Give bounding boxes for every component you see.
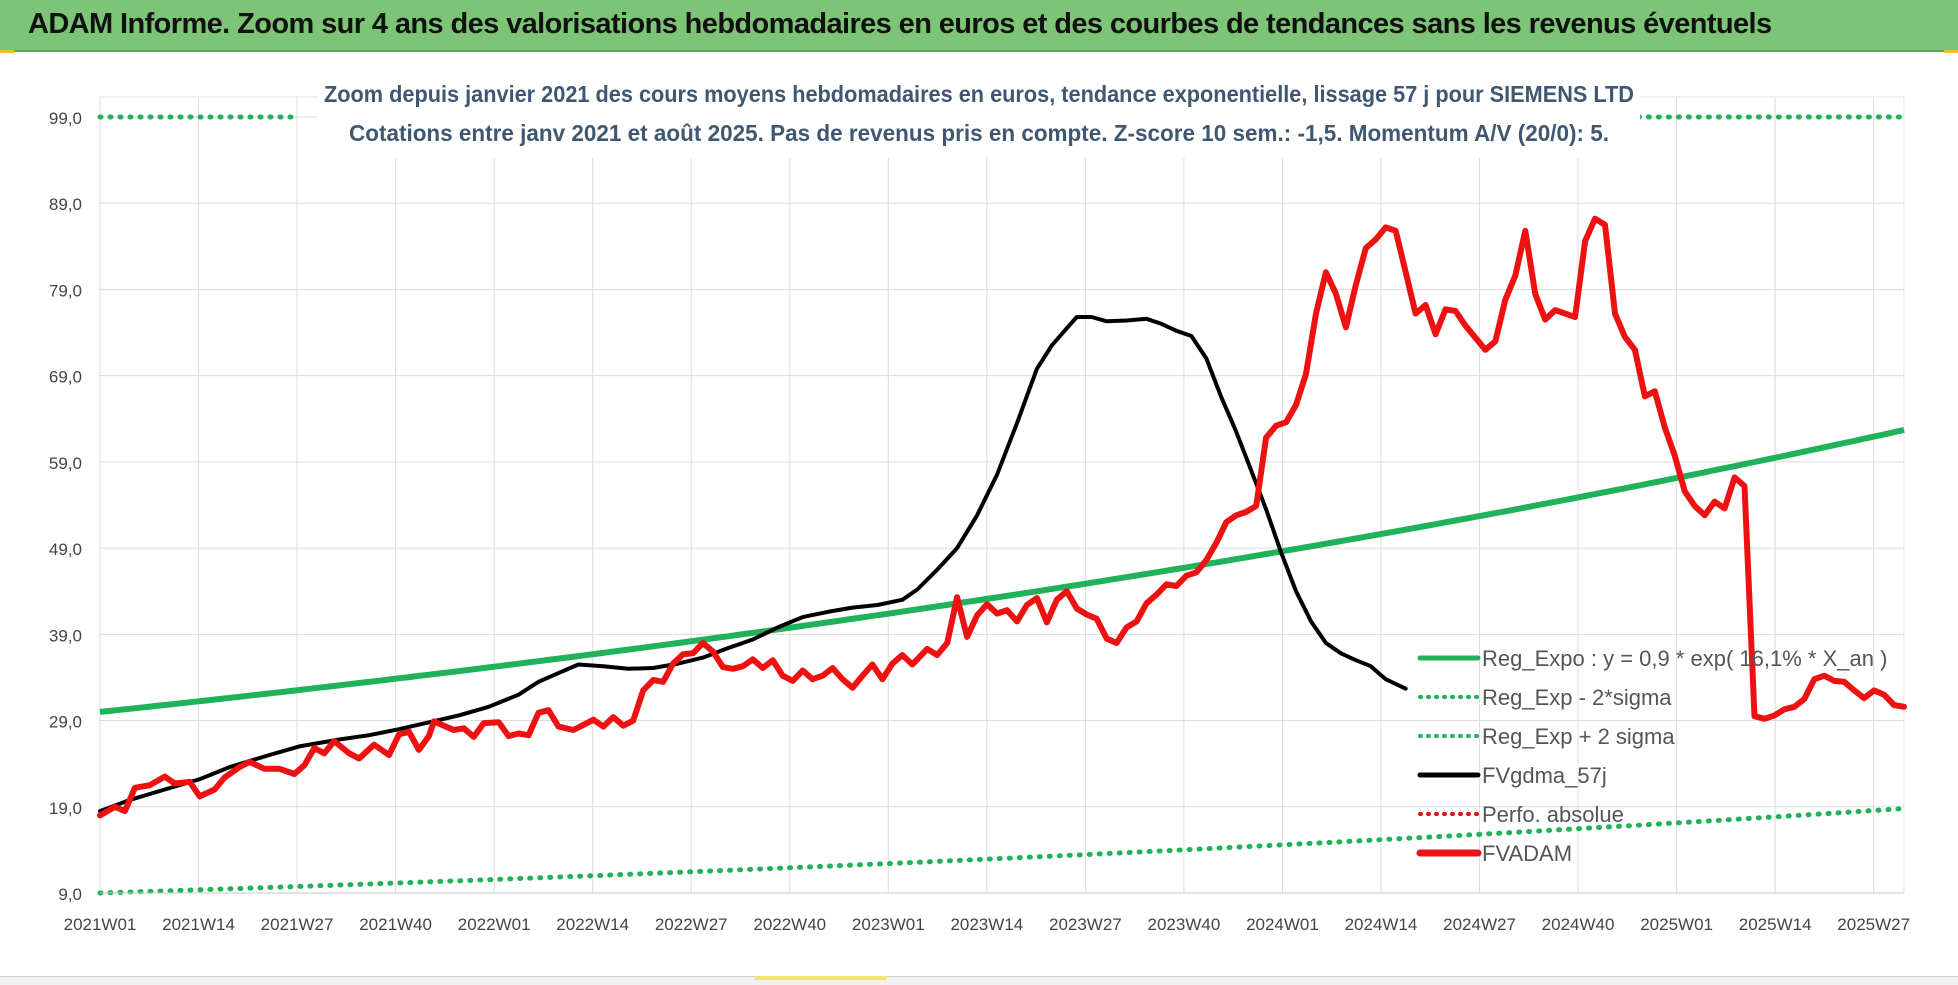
x-tick-label: 2025W14 — [1739, 915, 1812, 934]
x-tick-label: 2025W01 — [1640, 915, 1713, 934]
corner-marker-right — [1944, 50, 1958, 53]
x-tick-label: 2024W40 — [1542, 915, 1615, 934]
series-lower-band — [97, 806, 1907, 896]
y-tick-label: 59,0 — [49, 454, 82, 473]
x-tick-label: 2022W27 — [655, 915, 728, 934]
x-tick-label: 2021W40 — [359, 915, 432, 934]
x-tick-label: 2023W01 — [852, 915, 925, 934]
x-tick-label: 2021W27 — [261, 915, 334, 934]
x-tick-label: 2023W27 — [1049, 915, 1122, 934]
x-tick-label: 2022W14 — [556, 915, 629, 934]
x-tick-label: 2023W14 — [950, 915, 1023, 934]
bottom-scrollbar-strip — [0, 976, 1958, 985]
x-tick-label: 2022W40 — [753, 915, 826, 934]
axis-layer: 99,0 89,0 79,0 69,0 59,0 49,0 39,0 29,0 19,0 9,0 2… — [49, 109, 1910, 934]
y-tick-label: 79,0 — [49, 281, 82, 300]
legend-label: FVgdma_57j — [1482, 763, 1607, 788]
x-tick-label: 2021W14 — [162, 915, 235, 934]
x-tick-label: 2024W14 — [1345, 915, 1418, 934]
y-tick-label: 29,0 — [49, 713, 82, 732]
page-title: ADAM Informe. Zoom sur 4 ans des valoris… — [28, 8, 1772, 40]
legend-label: Reg_Exp - 2*sigma — [1482, 685, 1672, 710]
x-tick-label: 2022W01 — [458, 915, 531, 934]
y-tick-label: 49,0 — [49, 540, 82, 559]
legend-label: Perfo. absolue — [1482, 802, 1624, 827]
y-tick-label: 39,0 — [49, 626, 82, 645]
y-tick-label: 99,0 — [49, 109, 82, 128]
y-tick-label: 19,0 — [49, 799, 82, 818]
series-fvgdma-57j — [98, 315, 1408, 814]
y-tick-label: 69,0 — [49, 368, 82, 387]
y-tick-label: 9,0 — [58, 885, 82, 904]
series-reg-expo — [99, 427, 1905, 715]
chart-legend: Reg_Expo : y = 0,9 * exp( 16,1% * X_an )… — [1416, 646, 1887, 866]
chart-subtitle-line-1: Zoom depuis janvier 2021 des cours moyen… — [324, 81, 1634, 107]
x-tick-label: 2023W40 — [1148, 915, 1221, 934]
bottom-sheet-marker — [755, 976, 887, 980]
title-bar: ADAM Informe. Zoom sur 4 ans des valoris… — [0, 0, 1958, 52]
series-fvadam — [97, 215, 1907, 819]
x-tick-label: 2024W01 — [1246, 915, 1319, 934]
series-layer — [97, 114, 1907, 896]
x-tick-label: 2025W27 — [1837, 915, 1910, 934]
legend-label: Reg_Expo : y = 0,9 * exp( 16,1% * X_an ) — [1482, 646, 1887, 671]
x-tick-label: 2021W01 — [64, 915, 137, 934]
y-tick-label: 89,0 — [49, 195, 82, 214]
legend-label: FVADAM — [1482, 841, 1572, 866]
x-tick-label: 2024W27 — [1443, 915, 1516, 934]
corner-marker-left — [0, 50, 14, 53]
subtitle-box — [318, 72, 1640, 158]
chart-subtitle-line-2: Cotations entre janv 2021 et août 2025. … — [349, 120, 1609, 146]
legend-label: Reg_Exp + 2 sigma — [1482, 724, 1675, 749]
